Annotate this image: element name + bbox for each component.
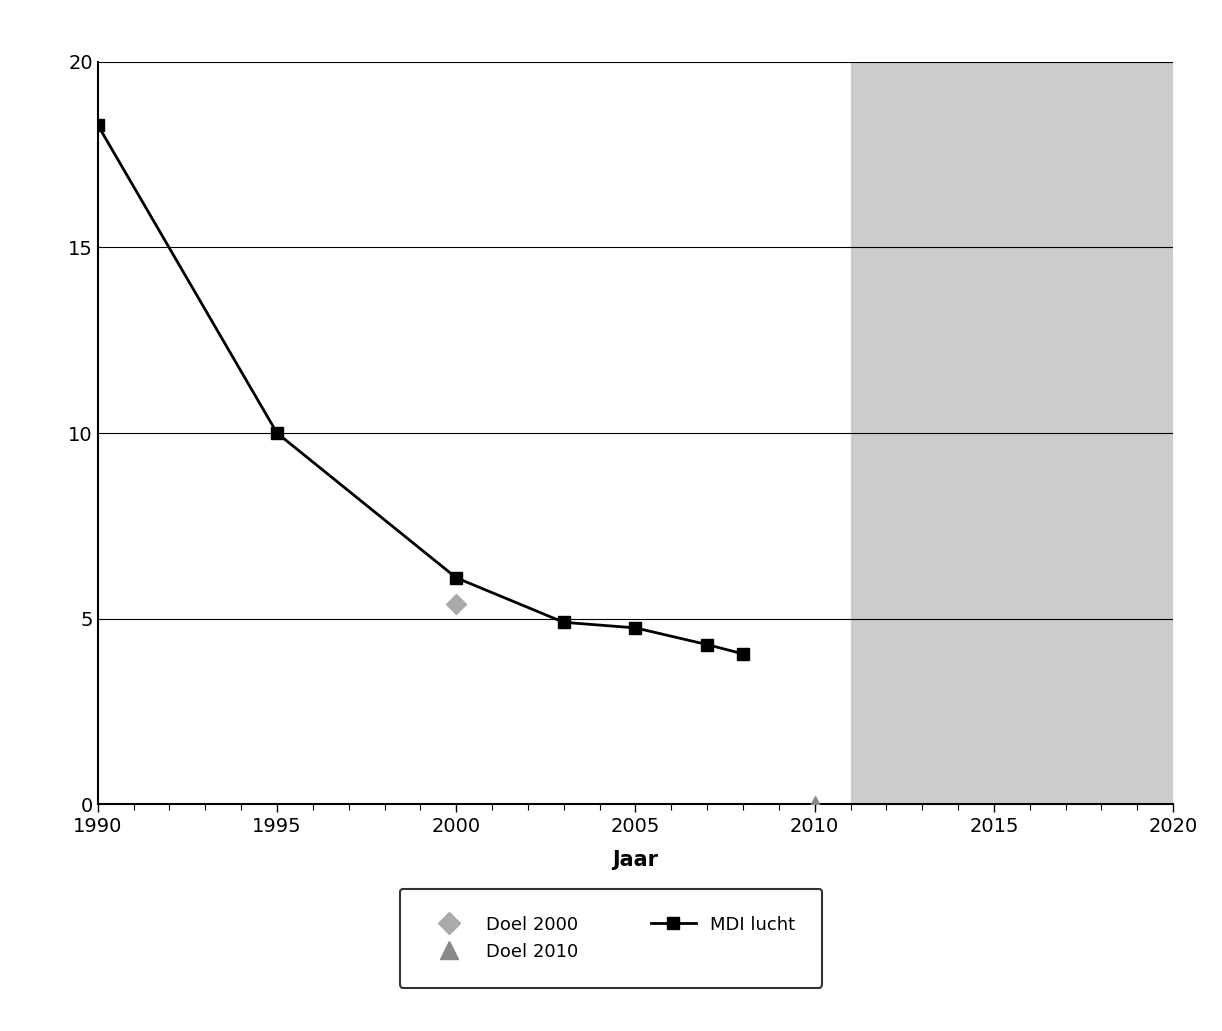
X-axis label: Jaar: Jaar (612, 851, 659, 870)
Legend: Doel 2000, Doel 2010, MDI lucht: Doel 2000, Doel 2010, MDI lucht (400, 889, 822, 988)
MDI lucht (736, 647, 750, 660)
MDI lucht (448, 571, 463, 584)
MDI lucht (556, 617, 571, 629)
Line: MDI lucht: MDI lucht (92, 119, 749, 660)
Bar (851, 62, 1173, 804)
MDI lucht (270, 427, 285, 439)
MDI lucht (90, 119, 105, 131)
MDI lucht (700, 638, 715, 651)
MDI lucht (628, 622, 643, 634)
